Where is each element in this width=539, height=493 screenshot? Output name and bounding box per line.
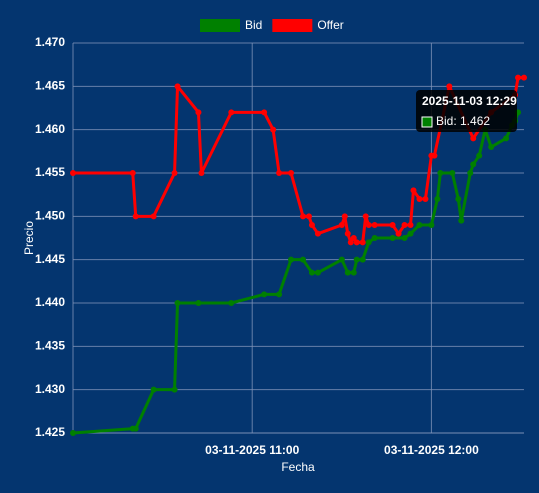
data-point xyxy=(416,196,423,202)
data-point xyxy=(470,161,477,168)
data-point xyxy=(446,83,453,90)
data-point xyxy=(458,217,465,224)
data-point xyxy=(362,213,369,220)
data-point xyxy=(401,222,408,228)
legend-swatch xyxy=(272,19,313,32)
data-point xyxy=(521,74,527,81)
data-point xyxy=(261,109,268,116)
y-tick-label: 1.435 xyxy=(35,339,65,353)
data-point xyxy=(407,222,414,228)
data-point xyxy=(299,256,306,263)
data-point xyxy=(422,196,429,202)
data-point xyxy=(416,222,423,228)
data-point xyxy=(195,300,202,306)
data-point xyxy=(503,135,510,142)
data-point xyxy=(132,213,139,220)
tooltip-title: 2025-11-03 12:29 xyxy=(422,94,517,108)
data-point xyxy=(365,222,372,228)
data-point xyxy=(449,170,456,176)
x-tick-label: 03-11-2025 11:00 xyxy=(205,443,299,457)
data-point xyxy=(353,239,360,246)
data-point xyxy=(347,239,354,246)
series-line xyxy=(72,111,520,435)
data-point xyxy=(353,256,360,263)
data-point xyxy=(261,291,268,298)
y-tick-label: 1.440 xyxy=(35,295,65,309)
data-point xyxy=(344,230,351,237)
data-point xyxy=(338,256,345,263)
data-point xyxy=(338,222,345,228)
data-point xyxy=(308,222,315,228)
data-point xyxy=(150,386,157,393)
data-point xyxy=(476,152,483,159)
data-point xyxy=(467,170,474,176)
data-point xyxy=(228,300,235,306)
data-point xyxy=(174,300,181,306)
data-point xyxy=(455,196,462,202)
data-point xyxy=(276,291,283,298)
tooltip: 2025-11-03 12:29 Bid: 1.462 xyxy=(416,90,517,132)
y-tick-label: 1.460 xyxy=(35,122,65,136)
legend-label: Offer xyxy=(317,18,343,32)
legend-label: Bid xyxy=(245,18,262,32)
x-axis-title: Fecha xyxy=(281,460,315,474)
data-point xyxy=(171,386,178,393)
data-point xyxy=(410,187,417,194)
tooltip-swatch xyxy=(421,116,433,128)
y-tick-label: 1.465 xyxy=(35,79,65,93)
data-point xyxy=(129,170,136,176)
data-point xyxy=(171,170,178,176)
tooltip-label: Bid: 1.462 xyxy=(436,114,490,128)
data-point xyxy=(288,256,295,263)
data-point xyxy=(488,144,495,150)
data-point xyxy=(305,213,312,220)
legend-swatch xyxy=(200,19,240,32)
data-point xyxy=(437,170,444,176)
data-point xyxy=(428,222,435,228)
data-point xyxy=(515,74,522,81)
data-point xyxy=(314,230,321,237)
y-tick-label: 1.425 xyxy=(35,425,65,439)
data-point xyxy=(195,109,202,116)
data-point xyxy=(174,83,181,90)
data-point xyxy=(132,425,139,432)
data-point xyxy=(341,213,348,220)
data-point xyxy=(344,269,351,276)
data-point xyxy=(308,269,315,276)
y-tick-label: 1.430 xyxy=(35,382,65,396)
data-point xyxy=(198,170,205,176)
data-point xyxy=(470,135,477,142)
data-point xyxy=(350,235,357,241)
data-point xyxy=(350,269,357,276)
tooltip-box xyxy=(416,90,517,132)
data-point xyxy=(276,170,283,176)
data-point xyxy=(70,170,76,176)
y-tick-label: 1.470 xyxy=(35,35,65,49)
data-point xyxy=(434,196,441,202)
data-point xyxy=(228,109,235,116)
data-point xyxy=(288,170,295,176)
data-point xyxy=(389,222,396,228)
data-point xyxy=(299,213,306,220)
data-point xyxy=(359,239,366,246)
data-point xyxy=(431,152,438,159)
data-point xyxy=(401,235,408,241)
data-point xyxy=(389,235,396,241)
data-point xyxy=(365,239,372,246)
data-point xyxy=(150,213,157,220)
data-point xyxy=(314,269,321,276)
y-tick-label: 1.445 xyxy=(35,252,65,266)
x-tick-label: 03-11-2025 12:00 xyxy=(384,443,479,457)
data-point xyxy=(270,126,277,133)
data-point xyxy=(395,230,402,237)
data-point xyxy=(371,235,378,241)
data-point xyxy=(359,256,366,263)
y-tick-label: 1.455 xyxy=(35,165,65,179)
data-point xyxy=(70,430,76,436)
y-axis-title: Precio xyxy=(22,221,36,255)
data-point xyxy=(407,230,414,237)
y-tick-label: 1.450 xyxy=(35,209,65,223)
data-point xyxy=(371,222,378,228)
